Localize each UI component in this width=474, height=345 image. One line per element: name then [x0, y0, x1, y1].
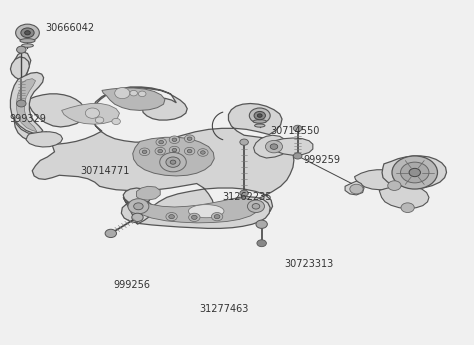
Polygon shape	[133, 137, 214, 176]
Circle shape	[184, 135, 195, 142]
Circle shape	[112, 118, 120, 125]
Circle shape	[17, 46, 26, 53]
Polygon shape	[26, 132, 63, 147]
Circle shape	[184, 147, 195, 155]
Circle shape	[293, 125, 302, 131]
Text: 30666042: 30666042	[45, 23, 94, 32]
Circle shape	[172, 148, 177, 152]
Circle shape	[169, 215, 174, 219]
Polygon shape	[254, 135, 288, 158]
Circle shape	[105, 229, 117, 238]
Circle shape	[350, 184, 363, 194]
Polygon shape	[121, 188, 270, 228]
Ellipse shape	[253, 120, 266, 123]
Circle shape	[169, 146, 180, 154]
Circle shape	[138, 91, 146, 97]
Circle shape	[198, 149, 208, 156]
Polygon shape	[17, 79, 37, 132]
Circle shape	[187, 137, 192, 140]
Circle shape	[95, 117, 104, 123]
Text: 31262235: 31262235	[223, 192, 272, 201]
Circle shape	[257, 240, 266, 247]
Circle shape	[159, 140, 164, 144]
Text: 999329: 999329	[9, 114, 46, 124]
Circle shape	[211, 213, 223, 221]
Polygon shape	[10, 57, 29, 79]
Circle shape	[256, 220, 267, 228]
Polygon shape	[137, 186, 260, 223]
Circle shape	[169, 136, 180, 144]
Polygon shape	[10, 72, 44, 135]
Circle shape	[142, 150, 147, 154]
Circle shape	[247, 200, 264, 213]
Ellipse shape	[188, 205, 224, 218]
Circle shape	[187, 149, 192, 153]
Polygon shape	[273, 138, 313, 155]
Circle shape	[16, 24, 39, 41]
Circle shape	[270, 144, 278, 149]
Circle shape	[156, 138, 166, 146]
Circle shape	[25, 31, 30, 35]
Polygon shape	[12, 52, 294, 222]
Circle shape	[158, 149, 163, 153]
Ellipse shape	[22, 44, 33, 47]
Circle shape	[85, 108, 100, 118]
Polygon shape	[379, 186, 429, 209]
Circle shape	[115, 88, 130, 99]
Text: 31277463: 31277463	[199, 304, 248, 314]
Text: 999256: 999256	[114, 280, 151, 289]
Circle shape	[189, 213, 200, 221]
Circle shape	[249, 108, 270, 123]
Circle shape	[134, 203, 143, 210]
Circle shape	[17, 100, 26, 107]
Circle shape	[191, 215, 197, 219]
Circle shape	[166, 213, 177, 221]
Circle shape	[21, 28, 34, 38]
Circle shape	[160, 152, 186, 172]
Text: 999259: 999259	[303, 156, 340, 165]
Circle shape	[265, 140, 283, 153]
Polygon shape	[355, 170, 401, 190]
Circle shape	[166, 157, 180, 167]
Circle shape	[170, 160, 176, 164]
Text: 30723313: 30723313	[284, 259, 334, 269]
Circle shape	[128, 199, 149, 214]
Circle shape	[401, 203, 414, 213]
Circle shape	[409, 168, 420, 177]
Polygon shape	[62, 104, 119, 124]
Circle shape	[132, 213, 143, 221]
Circle shape	[240, 139, 248, 145]
Circle shape	[139, 148, 150, 156]
Circle shape	[214, 215, 220, 219]
Circle shape	[401, 162, 429, 183]
Polygon shape	[382, 156, 447, 188]
Text: 30714550: 30714550	[270, 126, 319, 136]
Ellipse shape	[20, 39, 35, 43]
Circle shape	[254, 111, 265, 120]
Circle shape	[155, 147, 165, 155]
Ellipse shape	[255, 124, 265, 127]
Circle shape	[240, 190, 248, 196]
Circle shape	[201, 151, 205, 154]
Circle shape	[130, 90, 137, 96]
Polygon shape	[102, 88, 165, 110]
Circle shape	[392, 156, 438, 189]
Text: 30714771: 30714771	[81, 166, 130, 176]
Circle shape	[252, 204, 260, 209]
Circle shape	[293, 153, 302, 159]
Circle shape	[172, 138, 177, 141]
Circle shape	[388, 181, 401, 190]
Polygon shape	[345, 181, 364, 195]
Circle shape	[257, 114, 262, 117]
